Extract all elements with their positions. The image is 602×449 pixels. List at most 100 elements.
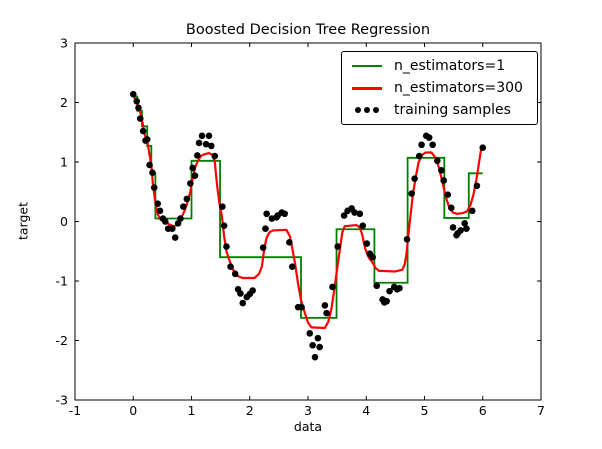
training-sample-dot	[415, 152, 423, 160]
training-sample-dot	[223, 243, 230, 250]
training-sample-dot	[219, 203, 226, 210]
y-tick-label: 0	[60, 214, 68, 229]
training-sample-dot	[168, 225, 176, 232]
training-sample-dot	[286, 239, 293, 246]
training-sample-dot	[408, 190, 415, 197]
dots-icon	[355, 107, 379, 113]
training-sample-dot	[356, 210, 364, 218]
training-sample-dot	[461, 219, 468, 227]
training-sample-dot	[237, 290, 244, 297]
training-sample-dot	[438, 167, 445, 174]
training-sample-dot	[198, 132, 206, 140]
y-tick-label: -1	[56, 274, 68, 289]
training-sample-dot	[411, 175, 418, 182]
training-sample-dot	[136, 115, 144, 122]
training-sample-dot	[316, 343, 323, 351]
y-tick-label: -3	[56, 393, 68, 408]
training-sample-dot	[463, 225, 470, 232]
training-sample-dot	[309, 341, 316, 349]
y-tick-label: 3	[60, 36, 68, 51]
legend-dot	[355, 107, 361, 113]
training-sample-dot	[149, 169, 156, 177]
training-sample-dot	[143, 136, 151, 143]
x-tick-label: 3	[304, 403, 312, 418]
legend-item-training-samples: training samples	[348, 99, 531, 121]
training-sample-dot	[194, 152, 201, 159]
training-sample-dot	[298, 303, 305, 311]
x-tick-label: 7	[537, 403, 545, 418]
legend: n_estimators=1 n_estimators=300 training…	[341, 51, 538, 125]
training-sample-dot	[429, 141, 436, 149]
training-sample-dot	[191, 172, 199, 179]
training-sample-dot	[396, 284, 403, 292]
training-sample-dot	[129, 90, 137, 98]
x-tick-label: 1	[188, 403, 196, 418]
training-sample-dot	[369, 253, 376, 261]
training-sample-dot	[479, 144, 487, 152]
legend-dot	[373, 107, 379, 113]
training-sample-dot	[227, 263, 234, 271]
legend-label: n_estimators=1	[394, 58, 506, 74]
training-sample-dot	[202, 140, 210, 148]
training-sample-dot	[383, 297, 390, 305]
training-sample-dot	[161, 218, 169, 225]
training-sample-dot	[154, 200, 162, 207]
training-sample-dot	[146, 161, 153, 169]
training-sample-dot	[323, 309, 330, 317]
training-sample-dot	[195, 139, 203, 147]
training-sample-dot	[444, 191, 452, 199]
training-sample-dot	[340, 212, 348, 219]
training-sample-dot	[363, 240, 371, 247]
training-sample-dot	[329, 283, 336, 291]
x-tick-label: 0	[129, 403, 137, 418]
training-sample-dot	[311, 353, 319, 361]
y-tick-label: -2	[56, 333, 68, 348]
training-sample-dot	[183, 195, 191, 203]
training-sample-dot	[418, 141, 425, 149]
legend-label: n_estimators=300	[394, 80, 523, 96]
training-sample-dot	[187, 180, 194, 187]
training-sample-dot	[259, 244, 267, 251]
training-sample-dot	[468, 207, 476, 215]
training-sample-dot	[156, 207, 164, 215]
training-sample-dot	[263, 210, 270, 218]
training-sample-dot	[139, 127, 147, 135]
training-sample-dot	[386, 287, 393, 295]
training-sample-dot	[359, 222, 367, 229]
axes-frame	[74, 42, 542, 401]
chart-title: Boosted Decision Tree Regression	[185, 22, 431, 38]
training-sample-dot	[334, 243, 342, 250]
training-sample-dot	[425, 134, 433, 141]
training-sample-dot	[150, 184, 158, 191]
training-sample-dot	[208, 142, 215, 150]
x-tick-label: -1	[69, 403, 81, 418]
training-sample-dot	[449, 224, 457, 231]
training-sample-dot	[262, 225, 269, 232]
x-tick-label: 5	[421, 403, 429, 418]
legend-item-estimators-300: n_estimators=300	[348, 77, 531, 99]
green-line-swatch	[348, 65, 386, 67]
training-sample-dot	[306, 330, 314, 337]
training-sample-dot	[288, 263, 296, 271]
y-tick-label: 2	[60, 95, 68, 110]
legend-label: training samples	[394, 102, 511, 118]
training-sample-dot	[177, 215, 184, 222]
training-sample-dot	[211, 152, 219, 160]
red-curve-line	[132, 94, 483, 330]
training-sample-dot	[249, 287, 256, 294]
training-sample-dot	[239, 299, 247, 307]
y-tick-label: 1	[60, 155, 68, 170]
legend-dot	[364, 107, 370, 113]
training-sample-dot	[135, 104, 142, 112]
training-sample-dot	[403, 236, 411, 243]
training-sample-dot	[440, 177, 448, 184]
red-line-icon	[352, 86, 382, 90]
training-sample-dot	[373, 282, 381, 290]
legend-item-estimators-1: n_estimators=1	[348, 55, 531, 77]
dots-swatch	[348, 107, 386, 113]
training-sample-dot	[231, 270, 239, 278]
training-sample-dot	[180, 203, 187, 210]
training-sample-dot	[434, 157, 441, 165]
